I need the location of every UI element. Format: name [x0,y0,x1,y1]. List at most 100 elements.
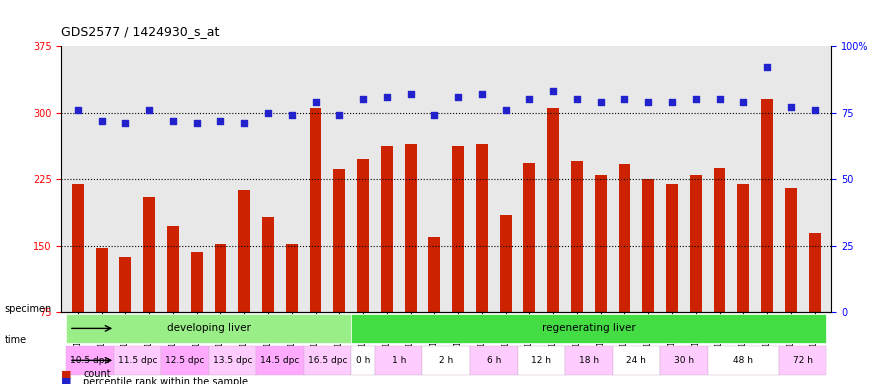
Text: time: time [4,335,26,345]
Bar [619,164,630,313]
Text: 10.5 dpc: 10.5 dpc [70,356,109,365]
Point [522,96,536,103]
Bar [666,184,678,313]
Text: regenerating liver: regenerating liver [542,323,636,333]
Bar [714,168,725,313]
Text: count: count [83,369,111,379]
Text: ■: ■ [61,369,72,379]
Point [332,112,346,118]
Bar [95,248,108,313]
Text: 18 h: 18 h [578,356,598,365]
Text: 72 h: 72 h [793,356,813,365]
Point [546,88,560,94]
Point [452,94,466,100]
FancyBboxPatch shape [565,346,612,375]
Text: percentile rank within the sample: percentile rank within the sample [83,377,248,384]
Bar [238,190,250,313]
Bar [547,108,559,313]
Point [689,96,703,103]
Text: developing liver: developing liver [166,323,250,333]
Text: 2 h: 2 h [439,356,453,365]
Bar [500,215,512,313]
Point [570,96,584,103]
Point [214,118,228,124]
Bar [286,244,298,313]
Bar [761,99,773,313]
FancyBboxPatch shape [208,346,256,375]
Text: 6 h: 6 h [487,356,501,365]
Bar [476,144,488,313]
Text: 12.5 dpc: 12.5 dpc [165,356,205,365]
Bar [738,184,749,313]
Point [356,96,370,103]
Point [760,64,774,70]
FancyBboxPatch shape [351,346,375,375]
Text: 11.5 dpc: 11.5 dpc [117,356,157,365]
FancyBboxPatch shape [351,314,827,343]
Point [380,94,394,100]
Point [142,107,156,113]
Point [665,99,679,105]
Bar [310,108,321,313]
Bar [429,237,440,313]
Text: 48 h: 48 h [733,356,753,365]
Point [237,120,251,126]
Bar [381,146,393,313]
Point [166,118,180,124]
Point [94,118,108,124]
Point [190,120,204,126]
Point [641,99,655,105]
Point [118,120,132,126]
Bar [262,217,274,313]
FancyBboxPatch shape [660,346,708,375]
FancyBboxPatch shape [114,346,161,375]
Bar [571,162,583,313]
Text: 12 h: 12 h [531,356,551,365]
Text: 24 h: 24 h [626,356,647,365]
Bar [357,159,369,313]
Bar [404,144,416,313]
Point [499,107,513,113]
FancyBboxPatch shape [470,346,517,375]
Bar [595,175,606,313]
FancyBboxPatch shape [612,346,660,375]
Text: GDS2577 / 1424930_s_at: GDS2577 / 1424930_s_at [61,25,220,38]
Bar [191,252,203,313]
Text: 14.5 dpc: 14.5 dpc [260,356,299,365]
Point [403,91,417,97]
Bar [214,244,227,313]
Text: 16.5 dpc: 16.5 dpc [308,356,347,365]
FancyBboxPatch shape [517,346,565,375]
Bar [144,197,155,313]
FancyBboxPatch shape [708,346,779,375]
FancyBboxPatch shape [66,314,351,343]
Bar [167,226,178,313]
Point [784,104,798,111]
Point [594,99,608,105]
Text: specimen: specimen [4,304,52,314]
Bar [785,188,797,313]
Point [427,112,441,118]
Point [808,107,822,113]
FancyBboxPatch shape [423,346,470,375]
Point [284,112,298,118]
Bar [72,184,84,313]
Point [309,99,323,105]
Bar [690,175,702,313]
Bar [808,232,821,313]
Bar [120,257,131,313]
Text: 1 h: 1 h [391,356,406,365]
FancyBboxPatch shape [304,346,351,375]
Point [71,107,85,113]
FancyBboxPatch shape [66,346,114,375]
Bar [523,163,536,313]
Point [712,96,726,103]
Point [618,96,632,103]
Point [261,109,275,116]
Text: 0 h: 0 h [356,356,370,365]
Point [475,91,489,97]
FancyBboxPatch shape [256,346,304,375]
Text: ■: ■ [61,377,72,384]
Bar [452,146,464,313]
FancyBboxPatch shape [779,346,827,375]
